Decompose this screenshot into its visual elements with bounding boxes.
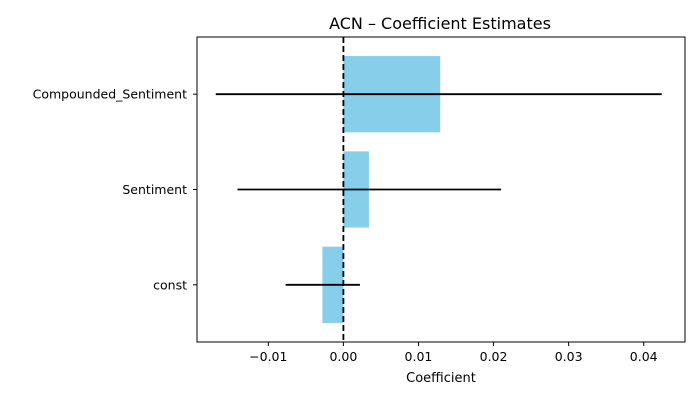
x-tick-label: 0.03 bbox=[555, 349, 583, 364]
x-tick-label: 0.04 bbox=[630, 349, 658, 364]
x-tick-label: 0.00 bbox=[329, 349, 357, 364]
y-tick-label: Sentiment bbox=[122, 182, 187, 197]
x-axis-label: Coefficient bbox=[406, 371, 476, 386]
y-tick-label: const bbox=[153, 277, 187, 292]
chart-title: ACN – Coefficient Estimates bbox=[329, 14, 551, 33]
x-tick-label: −0.01 bbox=[249, 349, 287, 364]
x-axis-ticks: −0.01 0.00 0.01 0.02 0.03 0.04 bbox=[249, 342, 658, 364]
x-tick-label: 0.01 bbox=[405, 349, 433, 364]
errorbars-layer bbox=[215, 93, 662, 286]
y-tick-label: Compounded_Sentiment bbox=[33, 87, 187, 102]
y-axis-ticks: const Sentiment Compounded_Sentiment bbox=[33, 87, 197, 292]
x-tick-label: 0.02 bbox=[480, 349, 508, 364]
